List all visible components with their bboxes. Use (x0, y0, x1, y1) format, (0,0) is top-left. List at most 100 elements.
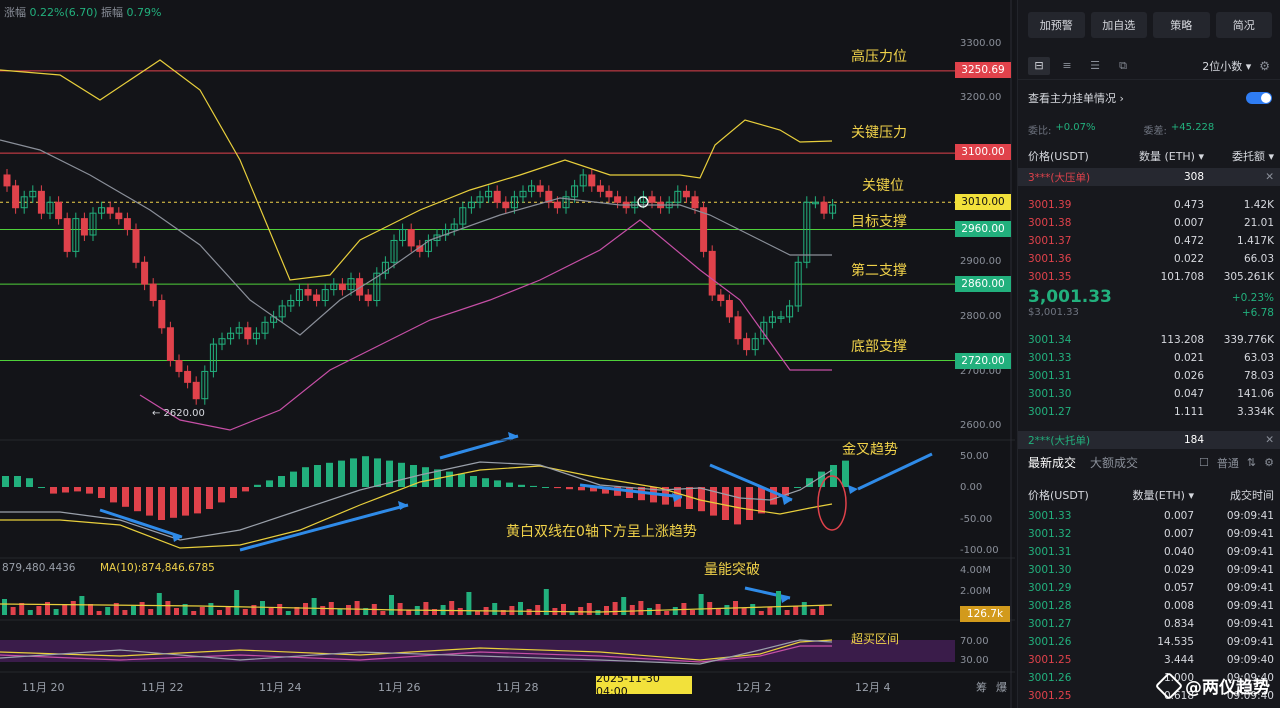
tab-large-trades[interactable]: 大额成交 (1090, 456, 1139, 470)
volume-bar (638, 601, 644, 615)
candle (63, 218, 71, 252)
sort-icon[interactable]: ⇅ (1246, 456, 1257, 469)
candle (141, 261, 149, 285)
chart-canvas[interactable] (0, 0, 1015, 708)
ob-header-qty[interactable]: 数量 (ETH) ▾ (1138, 150, 1204, 163)
orderbook-row[interactable]: 3001.35 101.708 305.261K (1028, 268, 1274, 286)
macd-bar (218, 487, 225, 503)
volume-bar (604, 606, 609, 615)
orderbook-row[interactable]: 3001.37 0.472 1.417K (1028, 232, 1274, 250)
checkbox-icon[interactable]: ☐ (1199, 456, 1209, 469)
candle (829, 204, 837, 214)
x-cursor-label: 2025-11-30 04:00 (596, 672, 692, 698)
price-axis-label: 2600.00 (960, 420, 1002, 431)
macd-bar (734, 487, 741, 525)
cell-price: 3001.39 (1028, 199, 1072, 211)
macd-bar (614, 487, 621, 496)
volume-bar (174, 608, 179, 615)
trade-row[interactable]: 3001.31 0.040 09:09:41 (1028, 543, 1274, 561)
trade-row[interactable]: 3001.26 14.535 09:09:41 (1028, 633, 1274, 651)
volume-bar (10, 607, 16, 615)
price-tag-bottom-support: 2720.00 (955, 353, 1011, 369)
candle (768, 316, 776, 323)
volume-bar (105, 607, 111, 615)
volume-bar (612, 602, 618, 615)
add-watchlist-button[interactable]: 加自选 (1090, 12, 1147, 38)
macd-bar (770, 487, 777, 505)
orderbook-bids-icon[interactable]: ≡ (1062, 59, 1072, 72)
volume-bar (45, 602, 50, 615)
trade-row[interactable]: 3001.30 0.029 09:09:41 (1028, 561, 1274, 579)
cell-time: 09:09:40 (1226, 672, 1274, 684)
volume-bar (380, 611, 386, 615)
orderbook-row[interactable]: 3001.30 0.047 141.06 (1028, 385, 1274, 403)
orderbook-row[interactable]: 3001.31 0.026 78.03 (1028, 367, 1274, 385)
volume-bar (509, 606, 515, 615)
tr-header-qty[interactable]: 数量(ETH) ▾ (1132, 489, 1194, 502)
trade-row[interactable]: 3001.28 0.008 09:09:41 (1028, 597, 1274, 615)
orderbook-row[interactable]: 3001.34 113.208 339.776K (1028, 331, 1274, 349)
cell-total: 141.06 (1237, 388, 1274, 400)
macd-bar (506, 482, 513, 487)
volume-bar (320, 606, 326, 615)
chips-label[interactable]: 筹 (976, 681, 987, 694)
trade-row[interactable]: 3001.33 0.007 09:09:41 (1028, 507, 1274, 525)
volume-bar (724, 605, 730, 615)
orderbook-both-icon[interactable]: ⊟ (1028, 56, 1050, 75)
liquidation-label[interactable]: 爆 (996, 681, 1007, 694)
orderbook-row[interactable]: 3001.39 0.473 1.42K (1028, 196, 1274, 214)
orderbook-row[interactable]: 3001.33 0.021 63.03 (1028, 349, 1274, 367)
macd-bar (710, 487, 717, 516)
volume-bar (586, 603, 592, 615)
volume-bar (277, 604, 283, 615)
cell-price: 3001.37 (1028, 235, 1072, 247)
orderbook-row[interactable]: 3001.36 0.022 66.03 (1028, 250, 1274, 268)
volume-bar (801, 602, 807, 615)
depth-icon[interactable]: ⧉ (1119, 58, 1127, 72)
strategy-button[interactable]: 策略 (1153, 12, 1210, 38)
cell-qty: 0.057 (1163, 582, 1194, 594)
tab-latest-trades[interactable]: 最新成交 (1028, 456, 1077, 470)
volume-bar (758, 611, 764, 615)
ratio-label: 委比: (1028, 126, 1052, 137)
annot-macd-note: 黄白双线在0轴下方呈上涨趋势 (506, 524, 697, 540)
overview-button[interactable]: 简况 (1215, 12, 1272, 38)
trade-row[interactable]: 3001.32 0.007 09:09:41 (1028, 525, 1274, 543)
kline-chart[interactable]: 涨幅 0.22%(6.70) 振幅 0.79% 3300.00 3200.00 … (0, 0, 1015, 708)
ob-header-total[interactable]: 委托额 ▾ (1231, 150, 1274, 163)
macd-bar (386, 460, 393, 487)
volume-bar (53, 609, 59, 615)
vol-axis-label: 4.00M (960, 565, 991, 576)
candle (55, 201, 63, 220)
precision-select[interactable]: 2位小数 ▾ (1202, 59, 1252, 73)
trade-row[interactable]: 3001.25 0.618 09:09:40 (1028, 687, 1274, 705)
trend-arrow (709, 463, 793, 502)
gear-icon[interactable]: ⚙ (1264, 456, 1274, 469)
volume-bar (363, 608, 369, 615)
orderbook-row[interactable]: 3001.27 1.111 3.334K (1028, 403, 1274, 421)
trade-row[interactable]: 3001.29 0.057 09:09:41 (1028, 579, 1274, 597)
cell-price: 3001.31 (1028, 370, 1072, 382)
orderbook-asks-icon[interactable]: ☰ (1090, 59, 1100, 72)
cell-qty: 0.021 (1173, 352, 1204, 364)
last-price: 3,001.33 (1028, 287, 1112, 307)
candle (553, 201, 561, 209)
orderbook-row[interactable]: 3001.38 0.007 21.01 (1028, 214, 1274, 232)
candle (493, 190, 501, 203)
gear-icon[interactable]: ⚙ (1259, 58, 1270, 73)
macd-bar (470, 476, 477, 487)
macd-axis-label: -50.00 (960, 514, 993, 525)
volume-bar (664, 611, 670, 615)
trade-row[interactable]: 3001.25 3.444 09:09:40 (1028, 651, 1274, 669)
trend-arrow (439, 434, 519, 460)
main-orders-toggle[interactable] (1246, 92, 1272, 104)
trade-row[interactable]: 3001.27 0.834 09:09:41 (1028, 615, 1274, 633)
close-icon[interactable]: ✕ (1265, 434, 1274, 446)
volume-bar (629, 605, 635, 615)
normal-filter-label[interactable]: 普通 (1216, 456, 1239, 470)
candle (278, 305, 286, 318)
close-icon[interactable]: ✕ (1265, 171, 1274, 183)
trade-row[interactable]: 3001.26 1.000 09:09:40 (1028, 669, 1274, 687)
cell-qty: 0.834 (1163, 618, 1194, 630)
add-alert-button[interactable]: 加预警 (1028, 12, 1085, 38)
